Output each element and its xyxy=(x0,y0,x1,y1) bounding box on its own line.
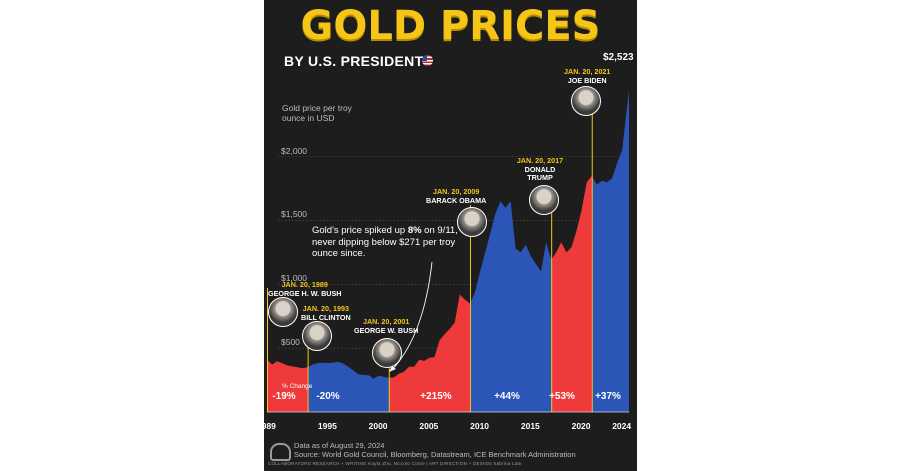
president-label: JAN. 20, 1989 GEORGE H. W. BUSH xyxy=(268,280,342,298)
x-tick-label: 2010 xyxy=(470,421,490,431)
president-label: JAN. 20, 2017 DONALD TRUMP xyxy=(514,156,566,183)
annotation-arrowhead xyxy=(389,366,396,372)
president-portrait-icon xyxy=(529,185,559,215)
x-tick-label: 2005 xyxy=(419,421,439,431)
president-portrait-icon xyxy=(571,86,601,116)
visual-capitalist-logo-icon xyxy=(270,443,291,461)
source-note: Source: World Gold Council, Bloomberg, D… xyxy=(294,450,576,459)
y-tick-label: $500 xyxy=(281,337,300,348)
president-portrait-icon xyxy=(457,207,487,237)
president-name: DONALD TRUMP xyxy=(524,164,556,182)
area-term-0 xyxy=(267,360,309,412)
y-axis-title: Gold price per troy ounce in USD xyxy=(282,103,352,123)
president-label: JAN. 20, 2021 JOE BIDEN xyxy=(564,67,611,85)
x-tick-label: 2015 xyxy=(520,421,540,431)
area-term-2 xyxy=(389,294,471,412)
percent-change-label: +215% xyxy=(420,391,452,402)
president-date: JAN. 20, 2021 xyxy=(564,67,611,76)
president-label: JAN. 20, 2009 BARACK OBAMA xyxy=(426,187,487,205)
percent-change-label: +44% xyxy=(494,391,520,402)
us-flag-icon xyxy=(422,55,433,66)
percent-change-caption: % Change xyxy=(282,383,313,390)
president-name: GEORGE W. BUSH xyxy=(354,325,419,335)
president-portrait-icon xyxy=(268,297,298,327)
y-tick-label: $2,000 xyxy=(281,145,307,156)
annotation-text-bold: 8% xyxy=(407,225,422,236)
x-tick-label: 2020 xyxy=(571,421,591,431)
data-as-of: Data as of August 29, 2024 xyxy=(294,441,385,450)
president-name: BILL CLINTON xyxy=(301,312,351,322)
president-label: JAN. 20, 1993 BILL CLINTON xyxy=(301,304,351,322)
credits: COLLABORATORS RESEARCH + WRITING Kayla Z… xyxy=(268,461,522,466)
area-term-5 xyxy=(592,89,629,413)
president-date: JAN. 20, 2009 xyxy=(432,187,480,196)
president-name: JOE BIDEN xyxy=(567,75,607,85)
x-tick-label: 1989 xyxy=(264,421,276,431)
president-date: JAN. 20, 1993 xyxy=(302,304,349,313)
percent-change-label: -19% xyxy=(272,391,296,402)
y-tick-label: $1,000 xyxy=(281,273,307,284)
area-term-1 xyxy=(308,361,390,412)
president-label: JAN. 20, 2001 GEORGE W. BUSH xyxy=(354,317,419,335)
president-name: GEORGE H. W. BUSH xyxy=(268,288,342,298)
x-tick-label: 2000 xyxy=(368,421,388,431)
percent-change-label: -20% xyxy=(316,391,340,402)
percent-change-label: +37% xyxy=(595,391,621,402)
page-title: GOLD PRICES xyxy=(300,3,601,49)
annotation-text-after: on 9/11, never dipping below $271 per tr… xyxy=(312,225,458,259)
president-date: JAN. 20, 2001 xyxy=(362,317,410,326)
y-tick-label: $1,500 xyxy=(281,209,307,220)
president-date: JAN. 20, 2017 xyxy=(516,156,564,165)
area-term-4 xyxy=(551,175,593,412)
annotation-text-before: Gold's price spiked up xyxy=(312,225,408,236)
x-tick-label: 1995 xyxy=(317,421,337,431)
president-name: BARACK OBAMA xyxy=(426,195,487,205)
infographic-poster: GOLD PRICES BY U.S. PRESIDENT Gold price… xyxy=(264,0,637,471)
page-subtitle: BY U.S. PRESIDENT xyxy=(284,53,424,69)
president-portrait-icon xyxy=(372,338,402,368)
annotation-9-11: Gold's price spiked up 8% on 9/11, never… xyxy=(312,225,462,260)
percent-change-label: +53% xyxy=(549,391,575,402)
x-tick-label: 2024 xyxy=(612,421,632,431)
president-date: JAN. 20, 1989 xyxy=(281,280,328,289)
final-price-label: $2,523 xyxy=(603,52,634,63)
president-portrait-icon xyxy=(302,321,332,351)
area-term-3 xyxy=(470,201,552,412)
footer: Data as of August 29, 2024 Source: World… xyxy=(294,441,576,459)
